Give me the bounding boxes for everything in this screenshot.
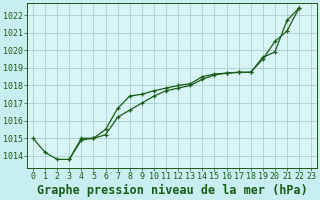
X-axis label: Graphe pression niveau de la mer (hPa): Graphe pression niveau de la mer (hPa) xyxy=(37,184,308,197)
